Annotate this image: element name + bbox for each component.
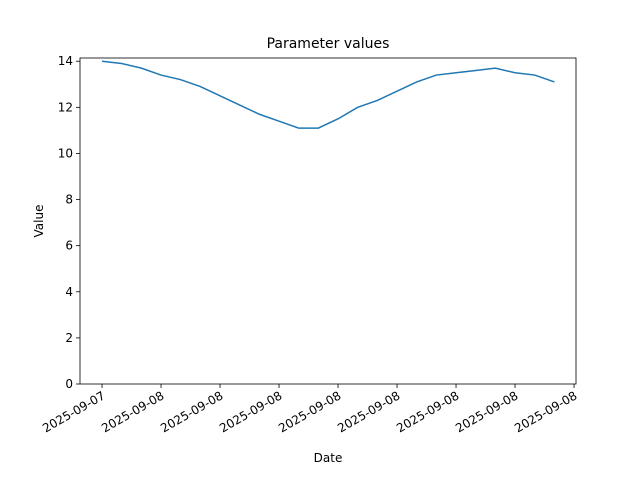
y-tick-label: 2 bbox=[65, 331, 73, 345]
y-tick-label: 12 bbox=[58, 100, 73, 114]
chart-title: Parameter values bbox=[267, 36, 390, 52]
y-tick-label: 14 bbox=[58, 54, 73, 68]
y-tick-label: 8 bbox=[65, 193, 73, 207]
y-axis-label: Value bbox=[32, 205, 46, 238]
y-tick-label: 6 bbox=[65, 239, 73, 253]
y-tick-label: 0 bbox=[65, 377, 73, 391]
x-axis-label: Date bbox=[314, 451, 343, 465]
y-tick-label: 10 bbox=[58, 146, 73, 160]
axes-frame bbox=[79, 57, 577, 385]
y-tick-label: 4 bbox=[65, 285, 73, 299]
line-series bbox=[101, 60, 555, 129]
